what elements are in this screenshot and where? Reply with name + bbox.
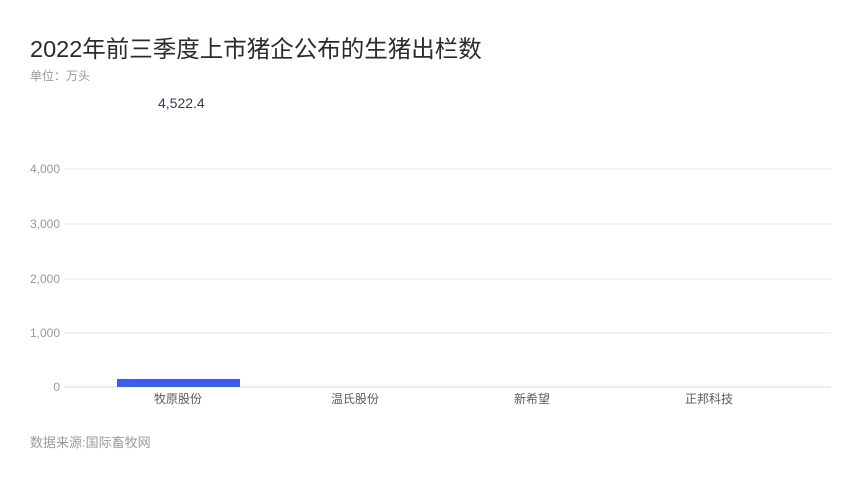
- svg-text:正邦科技: 正邦科技: [685, 392, 733, 406]
- svg-text:3,000: 3,000: [30, 217, 60, 231]
- svg-text:1,000: 1,000: [30, 326, 60, 340]
- svg-text:4,000: 4,000: [30, 162, 60, 176]
- svg-text:新希望: 新希望: [514, 391, 550, 406]
- svg-text:0: 0: [53, 380, 60, 394]
- svg-text:牧原股份: 牧原股份: [154, 392, 202, 406]
- svg-text:温氏股份: 温氏股份: [331, 392, 379, 406]
- svg-text:2,000: 2,000: [30, 272, 60, 286]
